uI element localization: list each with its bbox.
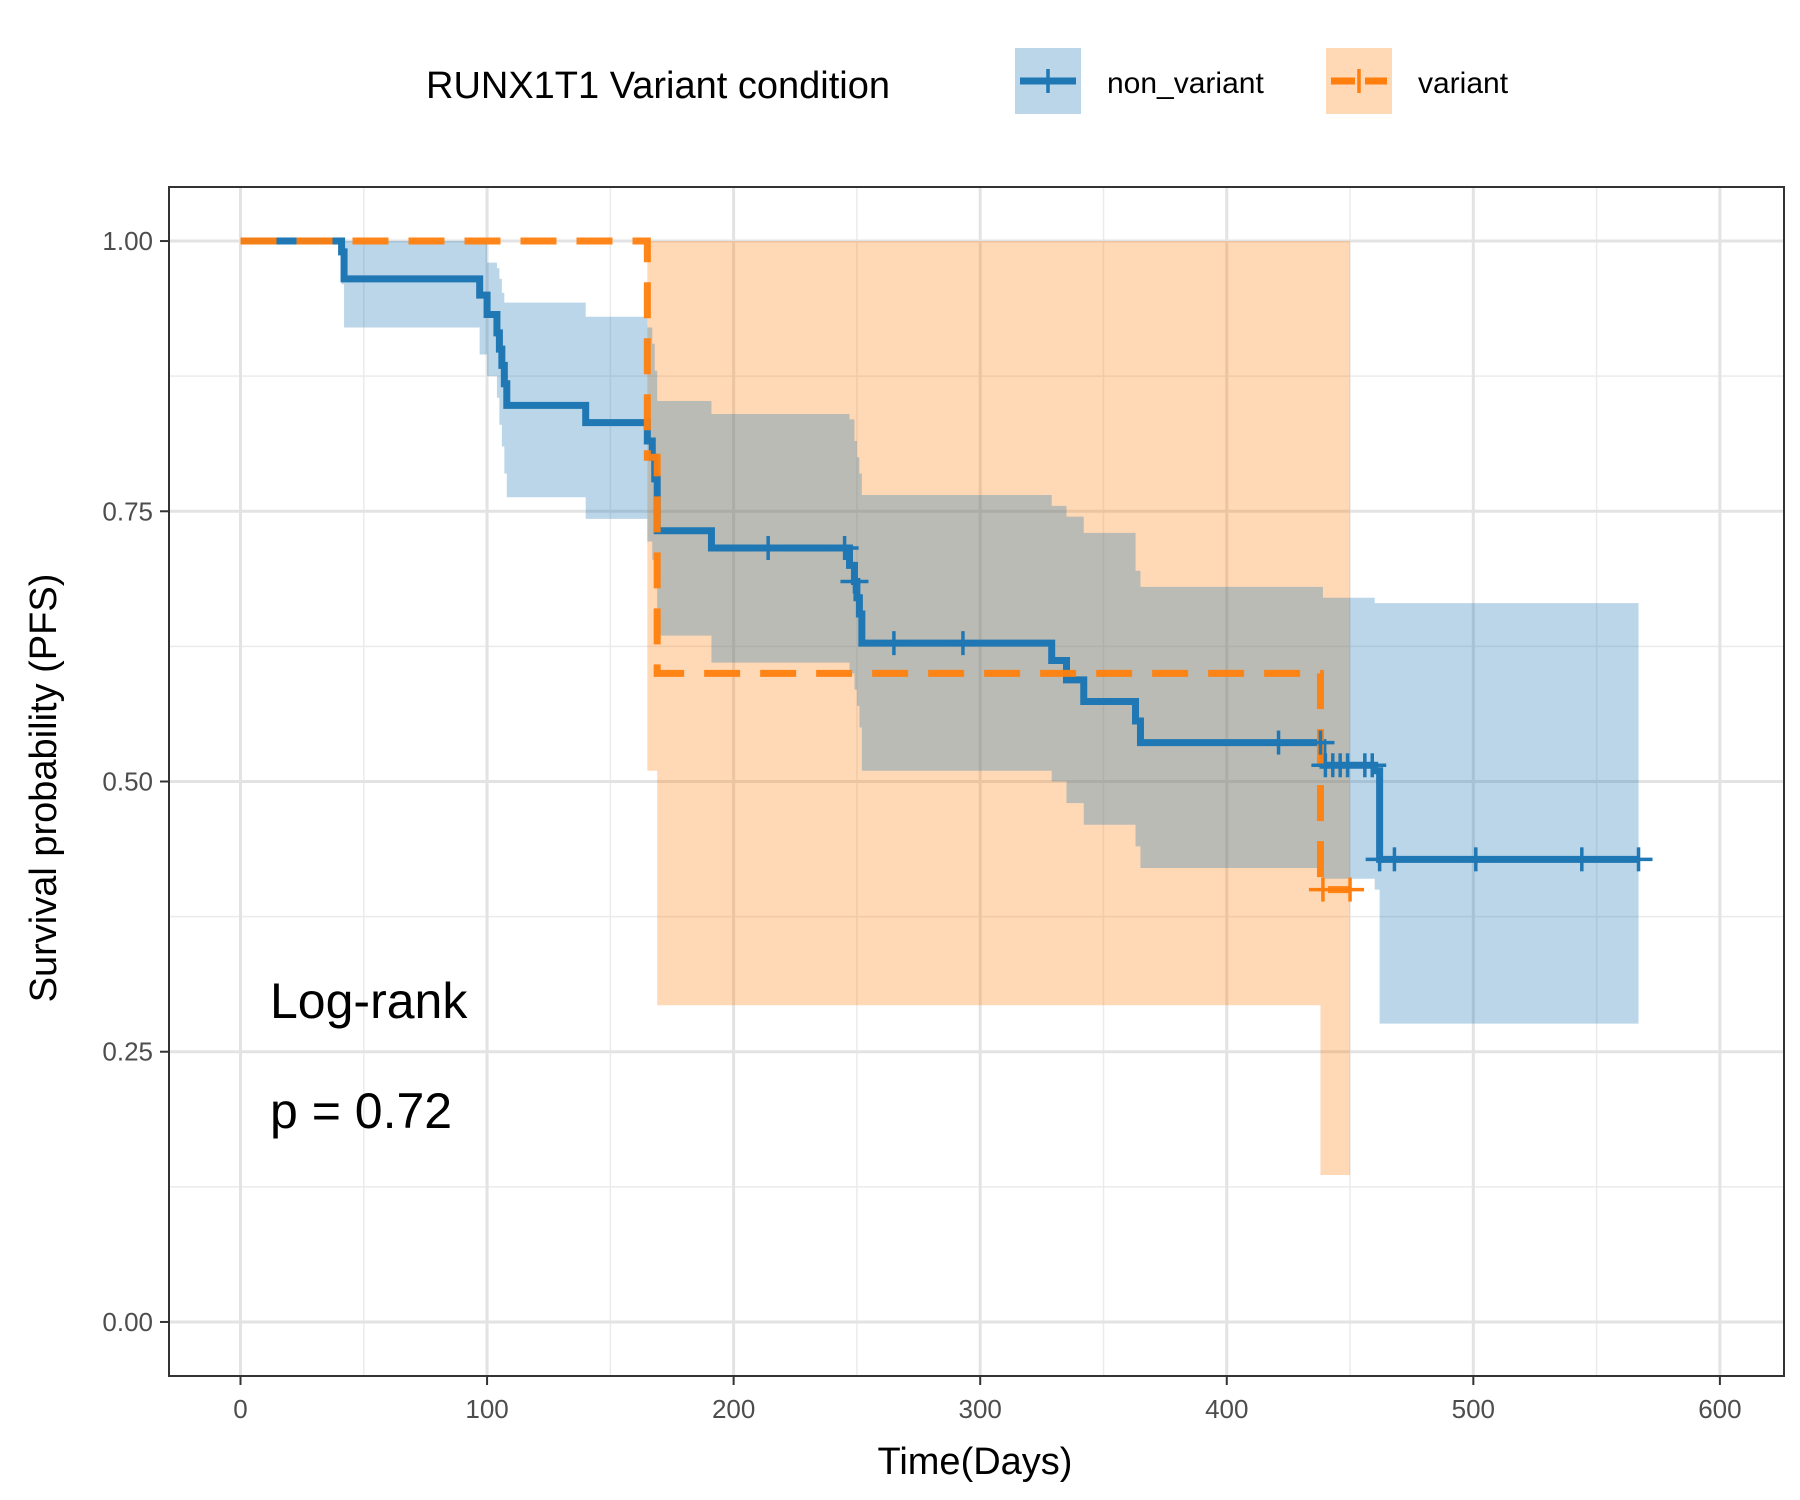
censor-mark-non-variant: [1624, 847, 1653, 872]
censor-mark-non-variant: [1264, 730, 1293, 755]
x-axis-title: Time(Days): [878, 1441, 1073, 1483]
censor-mark-non-variant: [1567, 847, 1596, 872]
y-tick-label: 0.50: [102, 767, 153, 797]
y-tick-label: 0.25: [102, 1037, 153, 1067]
censor-mark-non-variant: [1358, 753, 1387, 778]
ci-band-non-variant: [240, 241, 1639, 1024]
legend: RUNX1T1 Variant condition non_variant var…: [426, 48, 1509, 114]
x-tick-label: 600: [1698, 1394, 1741, 1424]
legend-label-non-variant: non_variant: [1107, 67, 1264, 100]
x-tick-label: 0: [233, 1394, 247, 1424]
confidence-bands: [240, 241, 1639, 1175]
legend-title: RUNX1T1 Variant condition: [426, 65, 890, 107]
y-tick-label: 0.75: [102, 496, 153, 526]
x-tick-label: 500: [1452, 1394, 1495, 1424]
curve-variant: [240, 237, 1351, 894]
log-rank-label: Log-rank: [270, 973, 468, 1029]
ci-band-variant: [240, 241, 1351, 1175]
x-tick-label: 300: [959, 1394, 1002, 1424]
censor-mark-non-variant: [754, 536, 783, 561]
x-tick-label: 400: [1205, 1394, 1248, 1424]
curve-non-variant: [240, 237, 1639, 863]
censor-mark-non-variant: [830, 536, 859, 561]
x-tick-label: 200: [712, 1394, 755, 1424]
censor-mark-non-variant: [948, 631, 977, 656]
y-tick-label: 1.00: [102, 226, 153, 256]
censor-mark-non-variant: [1461, 847, 1490, 872]
survival-curves: [240, 237, 1639, 894]
grid: [169, 187, 1784, 1376]
censor-mark-non-variant: [879, 631, 908, 656]
p-value-label: p = 0.72: [270, 1083, 452, 1139]
legend-label-variant: variant: [1418, 67, 1509, 100]
censor-marks: [754, 536, 1653, 902]
censor-mark-non-variant: [840, 569, 869, 594]
censor-mark-variant: [1336, 877, 1365, 902]
y-axis-title: Survival probability (PFS): [23, 574, 65, 1003]
censor-mark-variant: [1308, 877, 1337, 902]
x-tick-label: 100: [465, 1394, 508, 1424]
censor-mark-non-variant: [1306, 730, 1335, 755]
axis-ticks: 0 100 200 300 400 500 600 0.00 0.25 0.50 0.75 1.00: [102, 226, 1741, 1424]
annotations: Log-rank p = 0.72: [270, 973, 468, 1139]
censor-mark-non-variant: [1380, 847, 1409, 872]
y-tick-label: 0.00: [102, 1307, 153, 1337]
